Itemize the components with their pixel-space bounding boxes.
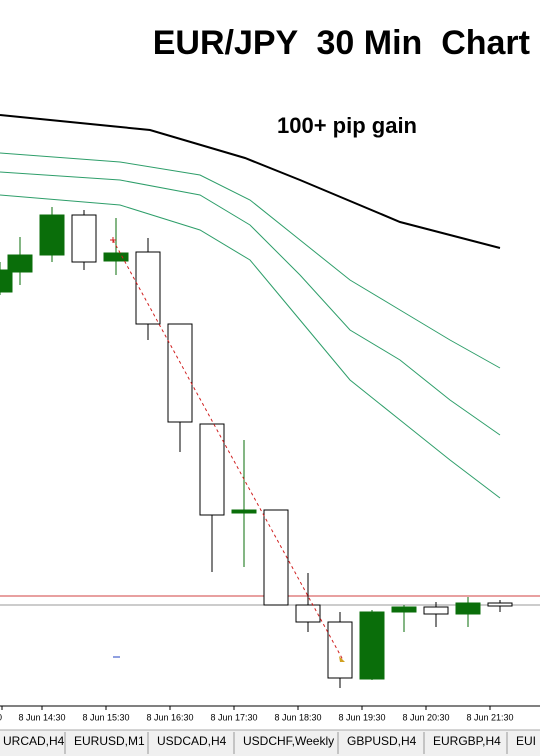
moving-average [0, 114, 501, 249]
tab[interactable]: URCAD,H4 [3, 734, 65, 748]
tab[interactable]: EURGBP,H4 [433, 734, 501, 748]
candle-body [103, 252, 129, 262]
trend-arrow [339, 656, 345, 662]
candle-body [71, 214, 97, 263]
candle-body [487, 602, 513, 607]
time-label: 8 Jun 21:30 [466, 712, 513, 722]
time-label: 8 Jun 16:30 [146, 712, 193, 722]
tab[interactable]: EUI [516, 734, 536, 748]
candle-body [167, 323, 193, 423]
chart-title: EUR/JPY 30 Min Chart [153, 24, 530, 62]
candle-body [199, 423, 225, 516]
time-label: 8 Jun 19:30 [338, 712, 385, 722]
tab[interactable]: EURUSD,M1 [74, 734, 145, 748]
candle-body [391, 606, 417, 613]
trend-start [110, 237, 116, 243]
candle-body [455, 602, 481, 615]
time-label: 8 Jun 14:30 [18, 712, 65, 722]
moving-average [0, 171, 501, 436]
time-label: 8 Jun 17:30 [210, 712, 257, 722]
tab[interactable]: USDCHF,Weekly [243, 734, 334, 748]
time-label: 8 Jun 15:30 [82, 712, 129, 722]
candle-body [7, 254, 33, 273]
candle-body [295, 604, 321, 623]
time-label: 8 Jun 20:30 [402, 712, 449, 722]
tab-bar [0, 730, 540, 756]
moving-average [0, 152, 501, 369]
annotation: 100+ pip gain [277, 113, 417, 138]
moving-average [0, 194, 501, 499]
trend-line [112, 239, 344, 661]
candle-body [39, 214, 65, 256]
candle-body [231, 509, 257, 514]
time-label: 0 [0, 712, 2, 722]
tab[interactable]: USDCAD,H4 [157, 734, 227, 748]
tab[interactable]: GBPUSD,H4 [347, 734, 417, 748]
time-label: 8 Jun 18:30 [274, 712, 321, 722]
candle-body [0, 269, 13, 293]
candle-body [327, 621, 353, 679]
candle-body [359, 611, 385, 680]
candle-body [423, 606, 449, 615]
candle-body [263, 509, 289, 606]
candle-body [135, 251, 161, 325]
